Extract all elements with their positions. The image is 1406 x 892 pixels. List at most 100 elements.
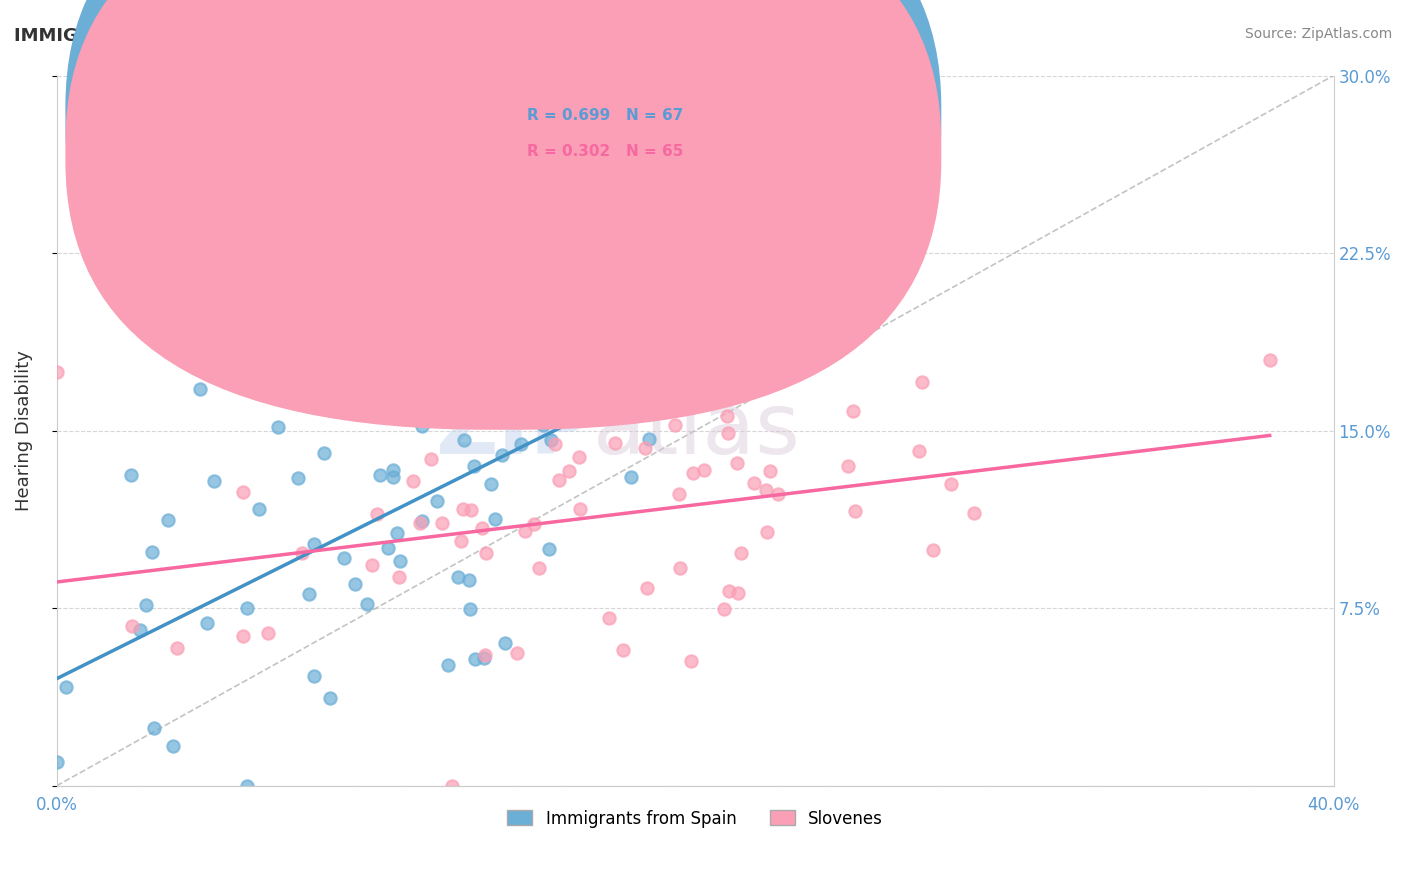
- Text: ZIP: ZIP: [436, 389, 593, 472]
- Point: [755, 524, 778, 539]
- Point: [291, 546, 314, 560]
- Point: [696, 313, 718, 327]
- Point: [402, 475, 425, 489]
- Point: [692, 463, 714, 477]
- Point: [143, 721, 166, 735]
- Point: [340, 327, 363, 342]
- Point: [576, 324, 599, 338]
- Point: [612, 643, 634, 657]
- Point: [908, 444, 931, 458]
- Point: [422, 412, 444, 426]
- Point: [910, 376, 932, 390]
- Point: [569, 502, 592, 516]
- Point: [664, 417, 686, 432]
- Y-axis label: Hearing Disability: Hearing Disability: [15, 351, 32, 511]
- Point: [381, 469, 404, 483]
- Point: [304, 537, 326, 551]
- Point: [666, 355, 689, 369]
- Text: Source: ZipAtlas.com: Source: ZipAtlas.com: [1244, 27, 1392, 41]
- Point: [343, 577, 366, 591]
- Point: [232, 485, 254, 500]
- Point: [460, 503, 482, 517]
- Point: [366, 507, 388, 521]
- Point: [419, 452, 441, 467]
- Point: [471, 521, 494, 535]
- Point: [45, 366, 67, 380]
- Point: [202, 474, 225, 488]
- Point: [766, 487, 789, 501]
- Point: [411, 514, 433, 528]
- Point: [634, 347, 657, 361]
- Point: [515, 524, 537, 539]
- Point: [472, 650, 495, 665]
- Point: [389, 554, 412, 568]
- Point: [45, 755, 67, 769]
- Point: [837, 458, 859, 473]
- Point: [302, 669, 325, 683]
- Point: [716, 409, 738, 424]
- Point: [562, 383, 585, 397]
- Point: [494, 636, 516, 650]
- Point: [121, 619, 143, 633]
- Point: [748, 116, 770, 130]
- Point: [510, 437, 533, 451]
- Point: [426, 494, 449, 508]
- Point: [540, 433, 562, 447]
- Point: [361, 558, 384, 572]
- Point: [447, 570, 470, 584]
- Point: [382, 463, 405, 477]
- Point: [236, 601, 259, 615]
- Point: [717, 583, 740, 598]
- Point: [368, 468, 391, 483]
- Point: [430, 516, 453, 530]
- Point: [156, 513, 179, 527]
- Point: [141, 544, 163, 558]
- Point: [475, 546, 498, 560]
- Point: [458, 601, 481, 615]
- Point: [637, 432, 659, 446]
- Point: [479, 476, 502, 491]
- Point: [537, 542, 560, 557]
- Point: [55, 681, 77, 695]
- Point: [188, 382, 211, 396]
- Point: [474, 648, 496, 662]
- Point: [312, 368, 335, 383]
- Point: [544, 437, 567, 451]
- Point: [373, 392, 395, 406]
- Point: [713, 602, 735, 616]
- Point: [195, 616, 218, 631]
- Point: [939, 476, 962, 491]
- Point: [623, 301, 645, 316]
- Point: [458, 574, 481, 588]
- Point: [548, 473, 571, 487]
- Point: [312, 446, 335, 460]
- Point: [436, 657, 458, 672]
- Point: [120, 467, 142, 482]
- Point: [236, 779, 259, 793]
- Point: [963, 506, 986, 520]
- Point: [128, 623, 150, 637]
- Point: [463, 458, 485, 473]
- Point: [558, 465, 581, 479]
- Point: [484, 511, 506, 525]
- Point: [529, 561, 551, 575]
- Point: [605, 435, 627, 450]
- Point: [921, 542, 943, 557]
- Point: [536, 337, 558, 351]
- Point: [440, 387, 463, 401]
- Point: [690, 257, 713, 271]
- Point: [636, 581, 658, 595]
- Point: [695, 391, 717, 405]
- Point: [568, 450, 591, 465]
- Point: [464, 652, 486, 666]
- Text: R = 0.302   N = 65: R = 0.302 N = 65: [527, 145, 683, 159]
- Point: [844, 504, 866, 518]
- Point: [377, 541, 399, 555]
- Legend: Immigrants from Spain, Slovenes: Immigrants from Spain, Slovenes: [501, 803, 890, 834]
- Point: [441, 779, 464, 793]
- Point: [166, 640, 188, 655]
- Point: [730, 546, 752, 560]
- Point: [682, 466, 704, 480]
- Point: [634, 441, 657, 455]
- Point: [754, 483, 776, 498]
